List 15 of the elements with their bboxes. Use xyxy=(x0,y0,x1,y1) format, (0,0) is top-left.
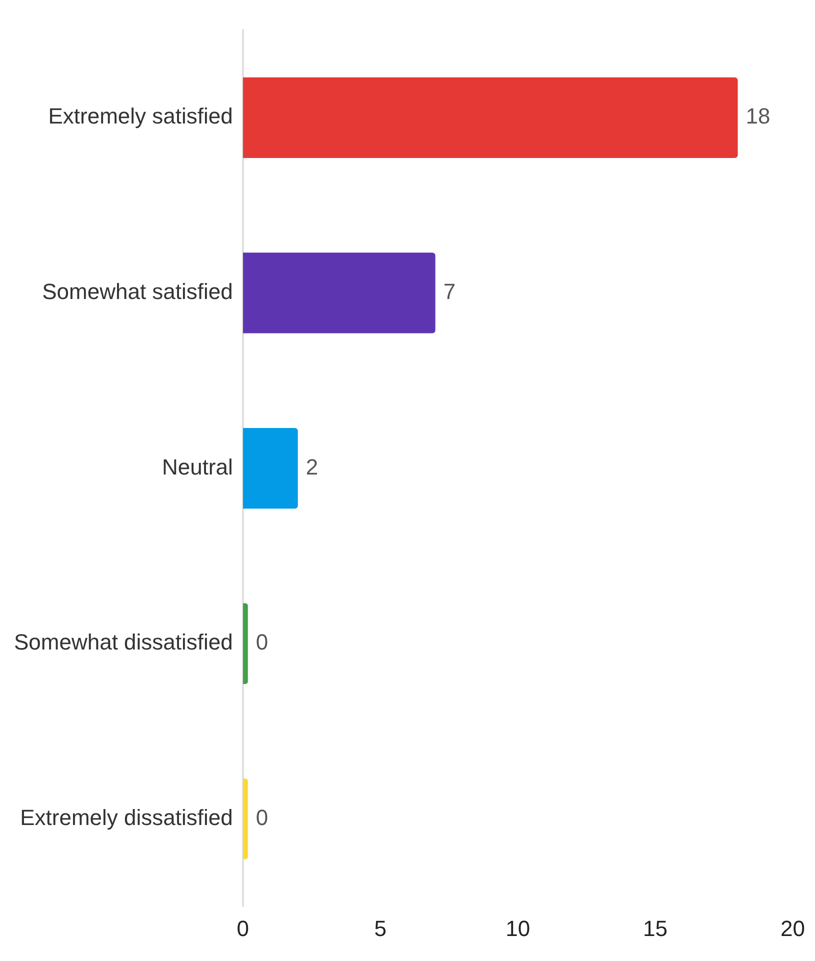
y-tick-label: Somewhat dissatisfied xyxy=(14,630,233,655)
x-tick-label: 5 xyxy=(374,916,386,941)
data-label: 2 xyxy=(306,454,318,480)
data-label: 0 xyxy=(256,805,268,830)
data-label: 18 xyxy=(746,104,770,129)
x-tick-label: 10 xyxy=(506,916,530,941)
y-tick-label: Extremely satisfied xyxy=(48,104,233,129)
y-tick-label: Somewhat satisfied xyxy=(42,279,233,304)
x-tick-label: 20 xyxy=(780,916,806,941)
x-tick-label: 15 xyxy=(643,916,668,941)
y-tick-label: Extremely dissatisfied xyxy=(20,805,233,830)
y-tick-label: Neutral xyxy=(162,454,233,480)
x-tick-label: 0 xyxy=(236,916,250,941)
data-label: 0 xyxy=(256,630,268,655)
data-label: 7 xyxy=(443,279,456,304)
